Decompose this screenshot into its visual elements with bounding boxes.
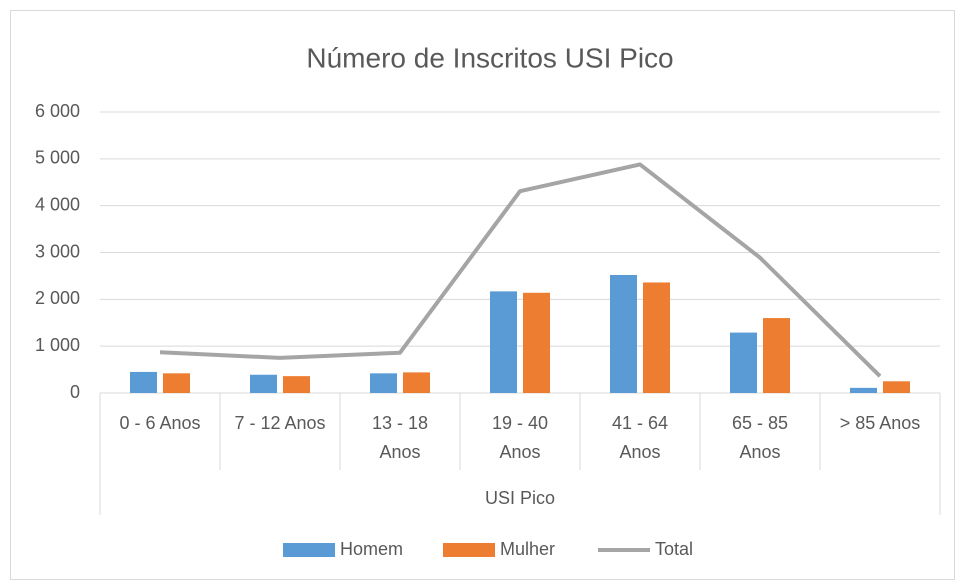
- line: [159, 162, 882, 378]
- x-tick-label: 0 - 6 Anos: [119, 413, 201, 433]
- x-tick-label: 7 - 12 Anos: [234, 413, 326, 433]
- bar: [883, 381, 910, 393]
- y-tick-label: 4 000: [35, 194, 80, 214]
- x-axis-title: USI Pico: [485, 488, 555, 508]
- bar: [130, 371, 157, 393]
- bar: [850, 387, 877, 393]
- bar: [610, 274, 637, 393]
- bar: [763, 318, 790, 393]
- bar: [490, 291, 517, 393]
- bar: [163, 373, 190, 393]
- y-tick-label: 3 000: [35, 241, 80, 261]
- legend-label: Mulher: [500, 539, 555, 559]
- legend-swatch: [283, 543, 335, 557]
- y-tick-label: 1 000: [35, 335, 80, 355]
- bar: [283, 376, 310, 393]
- x-tick-label: 65 - 85 Anos: [731, 413, 789, 462]
- bar: [730, 332, 757, 393]
- y-tick-label: 6 000: [35, 101, 80, 121]
- legend-swatch: [443, 543, 495, 557]
- x-tick-label: > 85 Anos: [839, 413, 921, 433]
- y-tick-label: 2 000: [35, 288, 80, 308]
- x-tick-label: 19 - 40 Anos: [491, 413, 549, 462]
- chart-border: [10, 10, 955, 580]
- chart-title: Número de Inscritos USI Pico: [306, 42, 673, 73]
- bar: [403, 372, 430, 393]
- bar: [250, 374, 277, 393]
- y-tick-label: 0: [70, 382, 80, 402]
- legend-label: Homem: [340, 539, 403, 559]
- x-tick-label: 13 - 18 Anos: [371, 413, 429, 462]
- x-tick-label: 41 - 64 Anos: [611, 413, 669, 462]
- bar: [643, 282, 670, 393]
- bar: [523, 292, 550, 393]
- bar: [370, 373, 397, 393]
- y-tick-label: 5 000: [35, 148, 80, 168]
- legend-label: Total: [655, 539, 693, 559]
